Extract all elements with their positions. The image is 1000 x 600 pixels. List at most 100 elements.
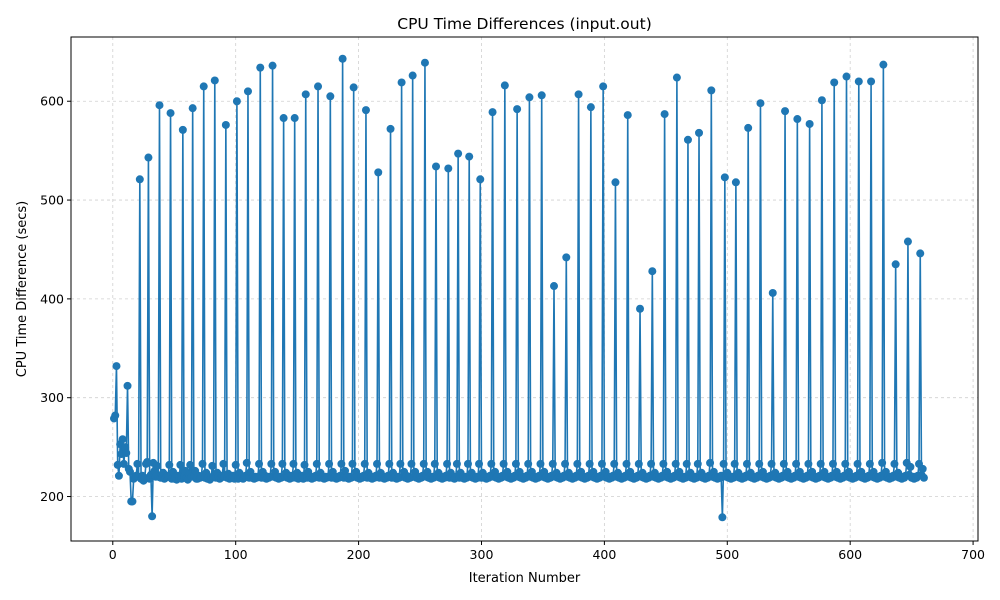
x-tick-label: 300 <box>470 547 494 562</box>
data-point <box>744 123 753 132</box>
data-point <box>719 459 728 468</box>
data-point <box>918 464 927 473</box>
data-point <box>755 459 764 468</box>
data-point <box>548 459 557 468</box>
data-point <box>444 164 453 173</box>
data-point <box>242 458 251 467</box>
data-point <box>119 459 128 468</box>
data-point <box>742 459 751 468</box>
data-point <box>792 459 801 468</box>
data-point <box>830 78 839 87</box>
data-point <box>906 462 915 471</box>
data-point <box>144 153 153 162</box>
data-point <box>586 103 595 112</box>
data-point <box>361 106 370 115</box>
data-point <box>891 260 900 269</box>
data-point <box>255 459 264 468</box>
data-point <box>476 175 485 184</box>
data-point <box>208 461 217 470</box>
data-point <box>165 460 174 469</box>
series-layer <box>110 54 928 522</box>
x-tick-label: 500 <box>715 547 739 562</box>
data-point <box>623 111 632 120</box>
data-point <box>525 93 534 102</box>
data-point <box>659 459 668 468</box>
data-point <box>660 110 669 119</box>
data-point <box>561 459 570 468</box>
data-point <box>573 459 582 468</box>
data-point <box>326 92 335 101</box>
x-axis-title: Iteration Number <box>469 571 581 586</box>
y-tick-label: 500 <box>40 193 64 208</box>
data-point <box>290 114 299 123</box>
data-point <box>879 60 888 69</box>
data-point <box>312 459 321 468</box>
chart-title: CPU Time Differences (input.out) <box>397 15 652 33</box>
data-point <box>903 237 912 246</box>
data-point <box>597 459 606 468</box>
data-point <box>349 83 358 92</box>
data-point <box>731 178 740 187</box>
data-point <box>500 81 509 90</box>
y-tick-label: 200 <box>40 489 64 504</box>
data-point <box>706 458 715 467</box>
data-point <box>793 115 802 124</box>
data-point <box>720 173 729 182</box>
data-point <box>198 459 207 468</box>
data-point <box>432 162 441 171</box>
data-point <box>186 460 195 469</box>
data-point <box>805 119 814 128</box>
data-point <box>475 459 484 468</box>
data-point <box>585 459 594 468</box>
data-point <box>854 77 863 86</box>
data-point <box>487 459 496 468</box>
data-point <box>153 461 162 470</box>
data-point <box>133 459 142 468</box>
data-point <box>562 253 571 262</box>
data-point <box>671 459 680 468</box>
data-point <box>419 459 428 468</box>
data-point <box>853 459 862 468</box>
data-point <box>672 73 681 82</box>
data-point <box>188 104 197 113</box>
y-tick-label: 300 <box>40 390 64 405</box>
data-point <box>693 459 702 468</box>
data-point <box>465 152 474 161</box>
data-point <box>386 124 395 133</box>
data-point <box>221 120 230 129</box>
data-point <box>828 459 837 468</box>
data-point <box>842 72 851 81</box>
data-point <box>611 178 620 187</box>
data-point <box>178 125 187 134</box>
data-point <box>499 459 508 468</box>
data-point <box>804 459 813 468</box>
data-point <box>148 512 157 521</box>
data-point <box>622 459 631 468</box>
data-point <box>574 90 583 99</box>
data-point <box>155 101 164 110</box>
data-point <box>420 58 429 67</box>
data-point <box>407 459 416 468</box>
data-point <box>113 460 122 469</box>
data-point <box>289 459 298 468</box>
data-point <box>199 82 208 91</box>
data-point <box>278 459 287 468</box>
x-tick-label: 200 <box>347 547 371 562</box>
data-point <box>647 459 656 468</box>
x-tick-label: 0 <box>109 547 117 562</box>
data-point <box>397 78 406 87</box>
x-tick-label: 100 <box>224 547 248 562</box>
data-point <box>890 459 899 468</box>
data-point <box>121 443 130 452</box>
data-point <box>301 90 310 99</box>
data-point <box>231 460 240 469</box>
data-point <box>513 105 522 114</box>
data-point <box>867 77 876 86</box>
data-point <box>114 471 123 480</box>
data-point <box>537 91 546 100</box>
data-point <box>267 459 276 468</box>
data-point <box>695 128 704 137</box>
y-tick-label: 600 <box>40 94 64 109</box>
